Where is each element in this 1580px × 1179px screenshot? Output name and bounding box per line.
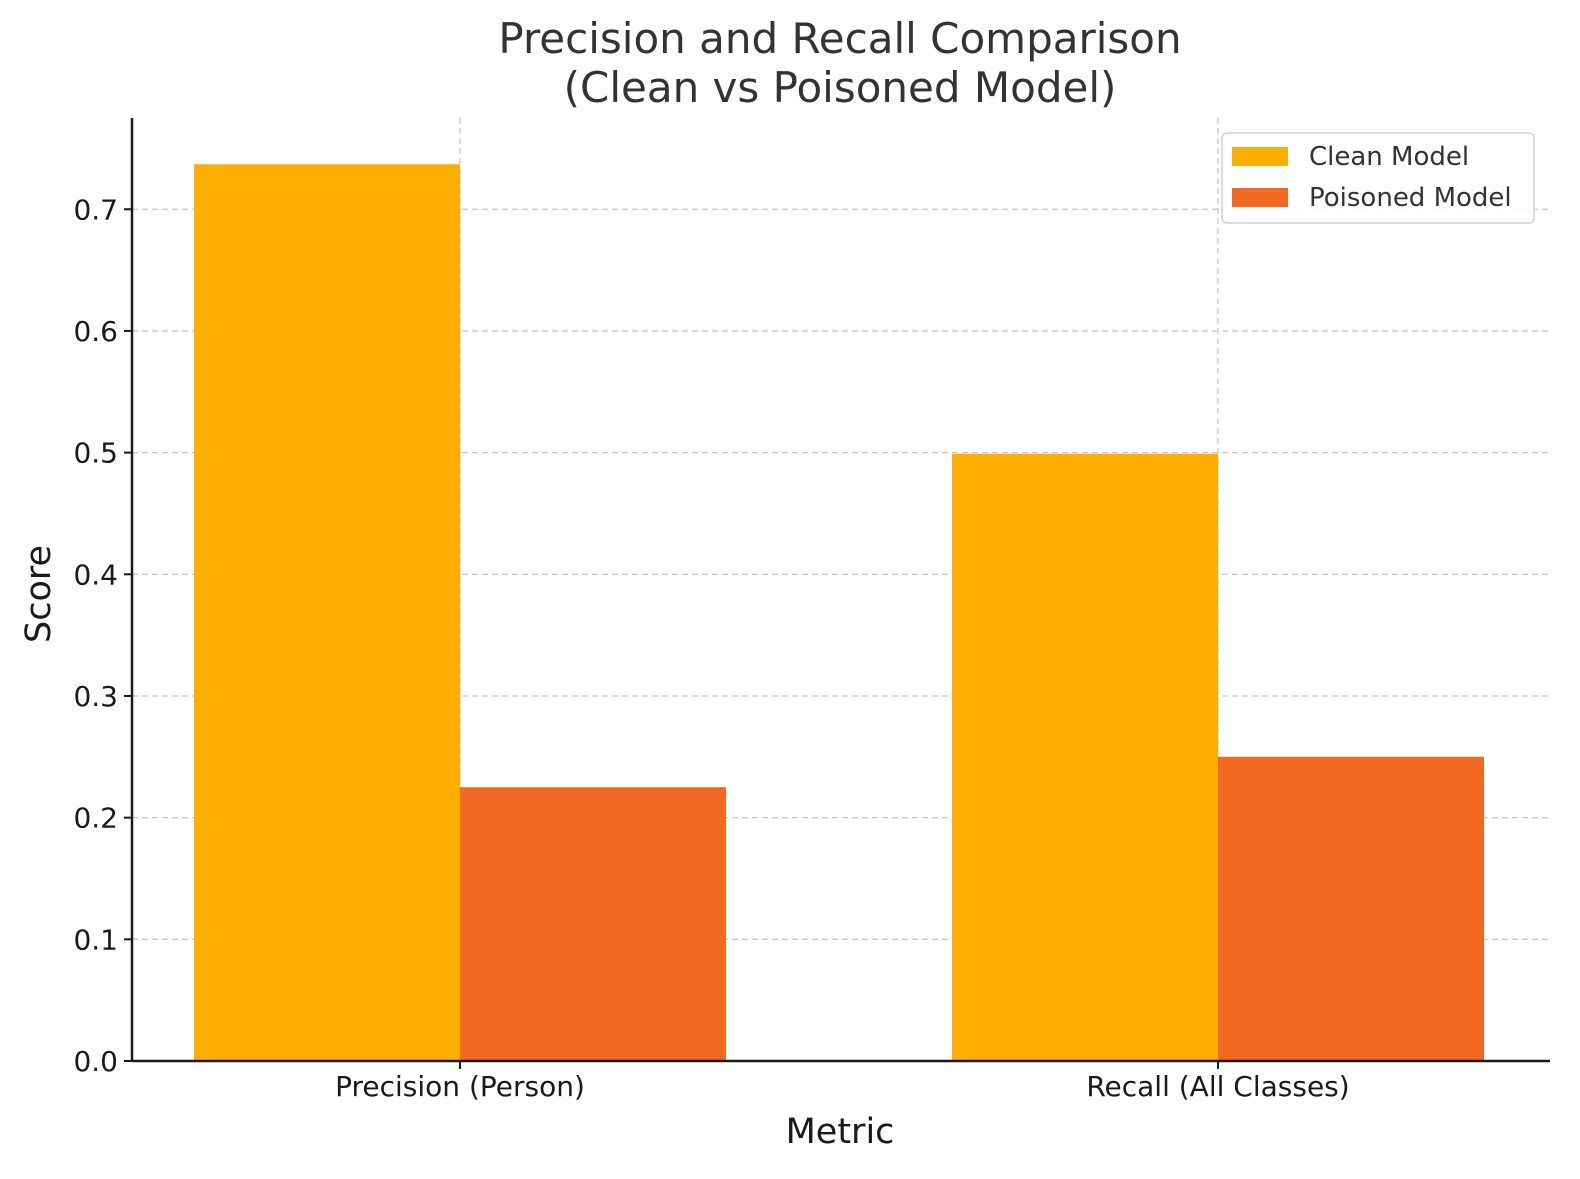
y-tick-label: 0.6 — [73, 315, 118, 348]
chart-title: Precision and Recall Comparison — [498, 14, 1181, 63]
bars — [194, 164, 1484, 1061]
legend-swatch-poisoned — [1232, 188, 1288, 207]
x-tick-label: Recall (All Classes) — [1086, 1070, 1349, 1103]
y-tick-label: 0.2 — [73, 802, 118, 835]
bar-poisoned-recall — [1218, 756, 1484, 1061]
legend-box — [1221, 132, 1535, 224]
y-tick-label: 0.0 — [73, 1045, 118, 1078]
y-tick-label: 0.5 — [73, 437, 118, 470]
y-tick-label: 0.1 — [73, 923, 118, 956]
y-tick-label: 0.3 — [73, 680, 118, 713]
legend-swatch-clean — [1232, 147, 1288, 166]
x-tick-label: Precision (Person) — [335, 1070, 585, 1103]
x-ticks: Precision (Person) Recall (All Classes) — [335, 1061, 1350, 1103]
y-ticks: 0.0 0.1 0.2 0.3 0.4 0.5 0.6 0.7 — [73, 193, 132, 1078]
y-tick-label: 0.4 — [73, 558, 118, 591]
chart-subtitle: (Clean vs Poisoned Model) — [564, 63, 1117, 112]
y-axis-label: Score — [19, 545, 59, 643]
bar-poisoned-precision — [460, 787, 726, 1061]
legend-label-clean: Clean Model — [1309, 142, 1469, 172]
legend: Clean Model Poisoned Model — [1221, 132, 1535, 224]
bar-clean-precision — [194, 164, 460, 1061]
x-axis-label: Metric — [786, 1112, 895, 1152]
legend-label-poisoned: Poisoned Model — [1309, 183, 1512, 213]
y-tick-label: 0.7 — [73, 193, 118, 226]
bar-clean-recall — [952, 453, 1218, 1061]
